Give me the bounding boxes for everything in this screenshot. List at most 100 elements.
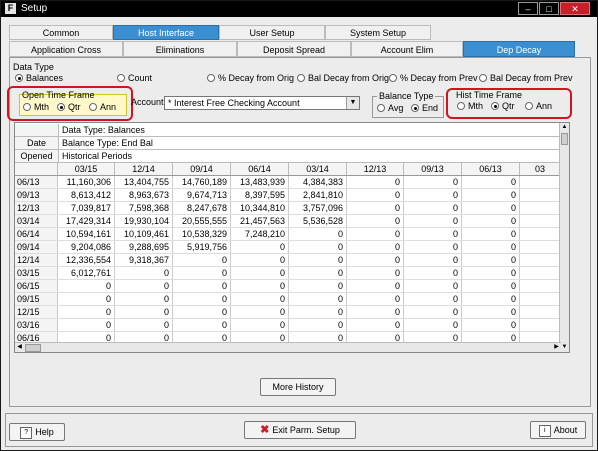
table-cell[interactable]: 0 [404,267,462,279]
table-cell[interactable]: 0 [404,319,462,331]
balance-type-avg-radio[interactable]: Avg [377,103,403,113]
table-cell[interactable]: 0 [404,189,462,201]
table-cell[interactable]: 0 [289,267,347,279]
table-cell[interactable]: 9,674,713 [173,189,231,201]
table-cell[interactable]: 0 [462,189,520,201]
table-cell[interactable]: 0 [289,319,347,331]
table-cell[interactable]: 10,109,461 [115,228,173,240]
table-cell[interactable]: 0 [173,254,231,266]
data-type-count-radio[interactable]: Count [117,73,152,83]
table-cell[interactable]: 0 [115,332,173,344]
scroll-right-icon[interactable]: ▶ [554,344,559,350]
table-cell[interactable]: 0 [347,319,404,331]
table-row[interactable]: 09/14 9,204,086 9,288,695 5,919,756 0 0 0 0 0 [15,241,561,254]
scroll-up-icon[interactable]: ▲ [561,124,568,130]
table-cell[interactable]: 0 [462,280,520,292]
table-cell[interactable]: 8,247,678 [173,202,231,214]
tab-application-cross-reference[interactable]: Application Cross Reference [9,41,123,71]
more-history-button[interactable]: More History [260,378,336,396]
data-type-balances-radio[interactable]: Balances [15,73,63,83]
table-cell[interactable]: 0 [462,202,520,214]
table-cell[interactable]: 0 [404,241,462,253]
table-cell[interactable]: 6,012,761 [58,267,115,279]
table-cell[interactable]: 0 [347,202,404,214]
table-cell[interactable]: 13,483,939 [231,176,289,188]
tab-common[interactable]: Common [9,25,113,40]
tab-host-interface[interactable]: Host Interface [113,25,219,40]
table-cell[interactable]: 14,760,189 [173,176,231,188]
table-cell[interactable]: 0 [115,267,173,279]
tab-deposit-spread[interactable]: Deposit Spread [237,41,351,57]
table-cell[interactable]: 0 [115,293,173,305]
table-row[interactable]: 06/13 11,160,306 13,404,755 14,760,189 13,48… [15,176,561,189]
account-select[interactable]: * Interest Free Checking Account ▼ [164,96,360,110]
table-row[interactable]: 03/15 6,012,761 0 0 0 0 0 0 0 [15,267,561,280]
table-cell[interactable]: 10,594,161 [58,228,115,240]
table-cell[interactable]: 0 [462,176,520,188]
table-row[interactable]: 12/13 7,039,817 7,598,368 8,247,678 10,344,8… [15,202,561,215]
about-button[interactable]: i About [530,421,586,439]
open-time-frame-qtr-radio[interactable]: Qtr [57,102,81,112]
hist-time-frame-ann-radio[interactable]: Ann [525,101,552,111]
table-cell[interactable]: 0 [58,319,115,331]
table-cell[interactable]: 0 [289,293,347,305]
table-cell[interactable]: 0 [231,280,289,292]
table-cell[interactable]: 4,384,383 [289,176,347,188]
table-cell[interactable]: 0 [462,319,520,331]
table-cell[interactable]: 12,336,554 [58,254,115,266]
table-cell[interactable]: 0 [231,332,289,344]
table-cell[interactable]: 0 [231,267,289,279]
table-cell[interactable]: 0 [115,306,173,318]
table-cell[interactable]: 5,536,528 [289,215,347,227]
table-cell[interactable]: 9,318,367 [115,254,173,266]
data-type-bal-decay-orig-radio[interactable]: Bal Decay from Orig [297,73,389,83]
open-time-frame-ann-radio[interactable]: Ann [89,102,116,112]
grid-vertical-scrollbar[interactable]: ▲ ▼ [559,123,569,352]
table-cell[interactable]: 0 [58,293,115,305]
table-row[interactable]: 12/15 0 0 0 0 0 0 0 0 [15,306,561,319]
close-icon[interactable]: ✕ [560,2,590,15]
scroll-left-icon[interactable]: ◀ [17,344,22,350]
table-cell[interactable]: 0 [173,332,231,344]
chevron-down-icon[interactable]: ▼ [346,97,359,109]
table-cell[interactable]: 0 [289,241,347,253]
table-cell[interactable]: 0 [115,280,173,292]
table-cell[interactable]: 3,757,096 [289,202,347,214]
table-cell[interactable]: 0 [404,254,462,266]
table-cell[interactable]: 19,930,104 [115,215,173,227]
table-cell[interactable]: 0 [347,228,404,240]
tab-system-setup[interactable]: System Setup [325,25,431,40]
table-cell[interactable]: 0 [289,280,347,292]
help-button[interactable]: ? Help [9,423,65,441]
table-cell[interactable]: 0 [462,306,520,318]
table-cell[interactable]: 0 [404,280,462,292]
table-cell[interactable]: 0 [289,228,347,240]
table-cell[interactable]: 0 [173,267,231,279]
table-cell[interactable]: 0 [404,306,462,318]
table-cell[interactable]: 0 [404,176,462,188]
table-cell[interactable]: 10,344,810 [231,202,289,214]
table-cell[interactable]: 0 [231,319,289,331]
table-cell[interactable]: 21,457,563 [231,215,289,227]
table-cell[interactable]: 0 [231,254,289,266]
table-cell[interactable]: 2,841,810 [289,189,347,201]
table-cell[interactable]: 0 [347,280,404,292]
tab-user-setup[interactable]: User Setup [219,25,325,40]
table-cell[interactable]: 8,613,412 [58,189,115,201]
table-cell[interactable]: 0 [347,254,404,266]
grid-horizontal-scrollbar[interactable]: ◀ ▶ [15,342,561,352]
exit-parm-setup-button[interactable]: ✖ Exit Parm. Setup [244,421,356,439]
open-time-frame-mth-radio[interactable]: Mth [23,102,49,112]
table-cell[interactable]: 0 [347,215,404,227]
table-row[interactable]: 03/16 0 0 0 0 0 0 0 0 [15,319,561,332]
table-cell[interactable]: 0 [173,280,231,292]
table-cell[interactable]: 0 [58,306,115,318]
table-cell[interactable]: 0 [404,293,462,305]
data-type-pct-decay-orig-radio[interactable]: % Decay from Orig [207,73,294,83]
table-row[interactable]: 06/14 10,594,161 10,109,461 10,538,329 7,248… [15,228,561,241]
table-cell[interactable]: 10,538,329 [173,228,231,240]
table-cell[interactable]: 20,555,555 [173,215,231,227]
table-cell[interactable]: 0 [173,293,231,305]
table-cell[interactable]: 9,288,695 [115,241,173,253]
table-cell[interactable]: 7,039,817 [58,202,115,214]
